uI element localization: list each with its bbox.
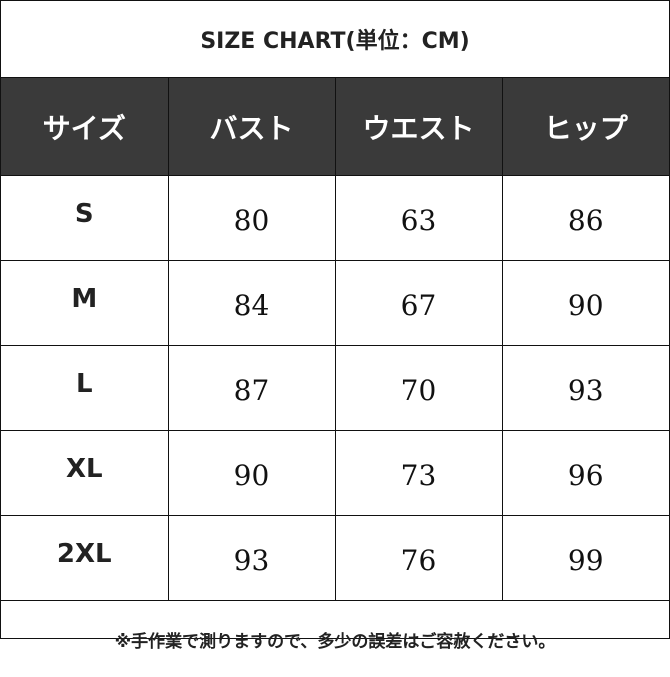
- waist-cell: 67: [334, 260, 503, 346]
- table-row: M 84 67 90: [1, 260, 669, 346]
- waist-cell: 76: [334, 515, 503, 601]
- bust-cell: 84: [167, 260, 336, 346]
- table-row: S 80 63 86: [1, 175, 669, 261]
- table-row: L 87 70 93: [1, 345, 669, 431]
- header-size: サイズ: [1, 78, 169, 176]
- size-cell: L: [1, 345, 169, 431]
- waist-cell: 70: [334, 345, 503, 431]
- waist-cell: 73: [334, 430, 503, 516]
- header-bust: バスト: [167, 78, 336, 176]
- hip-cell: 86: [501, 175, 669, 261]
- size-cell: XL: [1, 430, 169, 516]
- size-cell: 2XL: [1, 515, 169, 601]
- header-hip: ヒップ: [501, 78, 669, 176]
- bust-cell: 87: [167, 345, 336, 431]
- header-row: サイズ バスト ウエスト ヒップ: [1, 78, 669, 176]
- size-cell: M: [1, 260, 169, 346]
- bust-cell: 90: [167, 430, 336, 516]
- hip-cell: 96: [501, 430, 669, 516]
- table-row: XL 90 73 96: [1, 430, 669, 516]
- header-waist: ウエスト: [334, 78, 503, 176]
- table-row: 2XL 93 76 99: [1, 515, 669, 601]
- chart-title: SIZE CHART(単位：CM): [1, 1, 669, 78]
- hip-cell: 93: [501, 345, 669, 431]
- bust-cell: 80: [167, 175, 336, 261]
- measurement-note: ※手作業で測りますので、多少の誤差はご容赦ください。: [114, 631, 556, 652]
- hip-cell: 90: [501, 260, 669, 346]
- size-chart: SIZE CHART(単位：CM) サイズ バスト ウエスト ヒップ S 80 …: [0, 0, 670, 652]
- bust-cell: 93: [167, 515, 336, 601]
- waist-cell: 63: [334, 175, 503, 261]
- size-table: サイズ バスト ウエスト ヒップ S 80 63 86 M 84 67 90 L…: [1, 78, 669, 601]
- size-cell: S: [1, 175, 169, 261]
- hip-cell: 99: [501, 515, 669, 601]
